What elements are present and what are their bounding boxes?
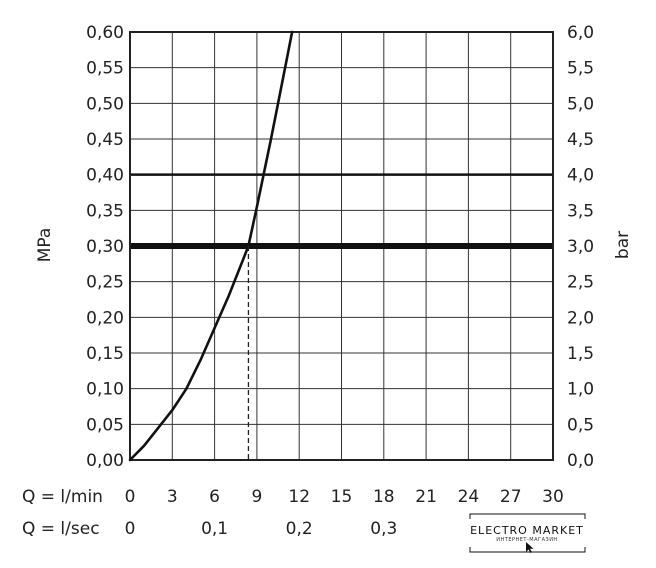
- left-tick-label: 0,45: [86, 130, 124, 150]
- x-row2-tick: 0: [125, 519, 136, 539]
- left-tick-label: 0,20: [86, 308, 124, 328]
- logo-bracket-bottom: [469, 547, 586, 553]
- x-row2-label: Q = l/sec: [22, 519, 100, 539]
- left-tick-label: 0,50: [86, 94, 124, 114]
- series-layer: [128, 30, 294, 462]
- y-axis-title-right: bar: [613, 231, 633, 259]
- electro-market-logo: ELECTRO MARKET ИНТЕРНЕТ-МАГАЗИН: [469, 513, 586, 553]
- left-tick-label: 0,00: [86, 451, 124, 471]
- x-row2-tick: 0,1: [201, 519, 228, 539]
- y-axis-title-left: MPa: [35, 228, 55, 263]
- x-row1-tick: 6: [209, 487, 220, 507]
- x-row1-tick: 9: [251, 487, 262, 507]
- right-tick-label: 4,5: [567, 130, 594, 150]
- right-tick-label: 1,5: [567, 344, 594, 364]
- logo-subtext: ИНТЕРНЕТ-МАГАЗИН: [496, 537, 557, 543]
- x-row2-tick: 0,2: [286, 519, 313, 539]
- right-tick-label: 5,5: [567, 59, 594, 79]
- x-row1-tick: 15: [331, 487, 353, 507]
- left-tick-labels: 0,00 0,05 0,10 0,15 0,20 0,25 0,30 0,35 0,40 0,45…: [86, 23, 124, 471]
- x-row1-tick: 24: [458, 487, 480, 507]
- plot-frame: [129, 31, 554, 461]
- x-row1-tick: 12: [288, 487, 310, 507]
- left-tick-label: 0,60: [86, 23, 124, 43]
- x-row1-tick: 18: [373, 487, 395, 507]
- logo-bracket-top: [469, 513, 586, 519]
- x-row2-tick: 0,3: [370, 519, 397, 539]
- x-tick-rows: Q = l/min 0 3 6 9 12 15 18 21 24 27 30 Q = l/sec 0 0,1…: [22, 487, 564, 539]
- left-tick-label: 0,25: [86, 273, 124, 293]
- logo-text: ELECTRO MARKET: [470, 524, 584, 537]
- x-row1-tick: 3: [167, 487, 178, 507]
- right-tick-label: 2,0: [567, 308, 594, 328]
- x-row1-label: Q = l/min: [22, 487, 103, 507]
- left-tick-label: 0,35: [86, 201, 124, 221]
- x-row1-tick: 0: [125, 487, 136, 507]
- right-tick-label: 0,0: [567, 451, 594, 471]
- left-tick-label: 0,40: [86, 166, 124, 186]
- plot-border: [129, 31, 554, 461]
- right-tick-label: 6,0: [567, 23, 594, 43]
- right-tick-label: 3,0: [567, 237, 594, 257]
- left-tick-label: 0,05: [86, 415, 124, 435]
- x-row1-tick: 30: [542, 487, 564, 507]
- left-tick-label: 0,55: [86, 59, 124, 79]
- right-tick-labels: 0,0 0,5 1,0 1,5 2,0 2,5 3,0 3,5 4,0 4,5 5,0 5,5 6,0: [567, 23, 594, 471]
- right-tick-label: 4,0: [567, 166, 594, 186]
- left-tick-label: 0,10: [86, 380, 124, 400]
- right-tick-label: 0,5: [567, 415, 594, 435]
- emphasized-lines: [130, 173, 553, 249]
- right-tick-label: 3,5: [567, 201, 594, 221]
- x-row1-tick: 21: [415, 487, 437, 507]
- right-tick-label: 1,0: [567, 380, 594, 400]
- left-tick-label: 0,30: [86, 237, 124, 257]
- x-row1-tick: 27: [500, 487, 522, 507]
- series-line: [128, 30, 294, 462]
- left-tick-label: 0,15: [86, 344, 124, 364]
- cursor-icon: [526, 542, 534, 553]
- right-tick-label: 2,5: [567, 273, 594, 293]
- right-tick-label: 5,0: [567, 94, 594, 114]
